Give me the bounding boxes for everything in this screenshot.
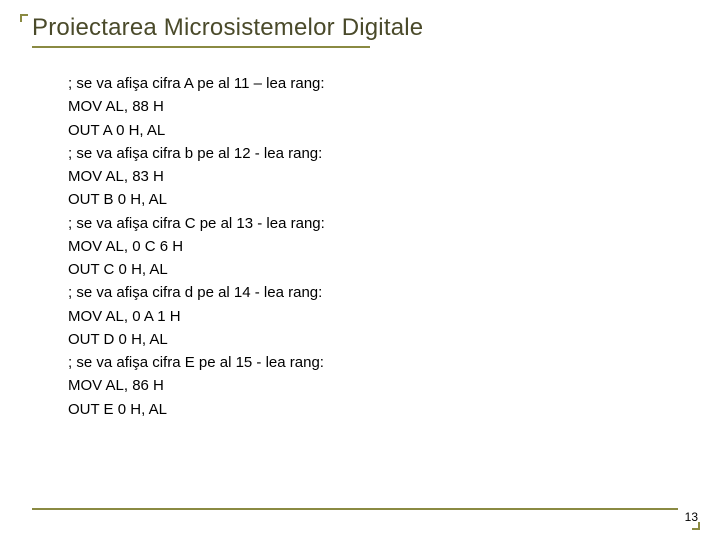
code-line: ; se va afişa cifra d pe al 14 - lea ran… [68,281,700,304]
code-line: MOV AL, 88 H [68,95,700,118]
title-underline [32,46,370,48]
code-line: ; se va afişa cifra C pe al 13 - lea ran… [68,212,700,235]
code-line: MOV AL, 0 C 6 H [68,235,700,258]
code-line: MOV AL, 83 H [68,165,700,188]
code-line: MOV AL, 86 H [68,374,700,397]
corner-bottom-right-icon [692,522,700,530]
code-line: ; se va afişa cifra b pe al 12 - lea ran… [68,142,700,165]
slide-container: Proiectarea Microsistemelor Digitale ; s… [0,0,720,540]
bottom-underline [32,508,678,510]
code-line: ; se va afişa cifra A pe al 11 – lea ran… [68,72,700,95]
content-area: ; se va afişa cifra A pe al 11 – lea ran… [68,72,700,421]
code-line: OUT D 0 H, AL [68,328,700,351]
code-line: OUT C 0 H, AL [68,258,700,281]
code-line: ; se va afişa cifra E pe al 15 - lea ran… [68,351,700,374]
slide-title: Proiectarea Microsistemelor Digitale [32,14,700,42]
code-line: OUT B 0 H, AL [68,188,700,211]
code-line: OUT E 0 H, AL [68,398,700,421]
title-wrap: Proiectarea Microsistemelor Digitale [20,14,700,48]
code-line: MOV AL, 0 A 1 H [68,305,700,328]
code-line: OUT A 0 H, AL [68,119,700,142]
corner-top-left-icon [20,14,28,22]
